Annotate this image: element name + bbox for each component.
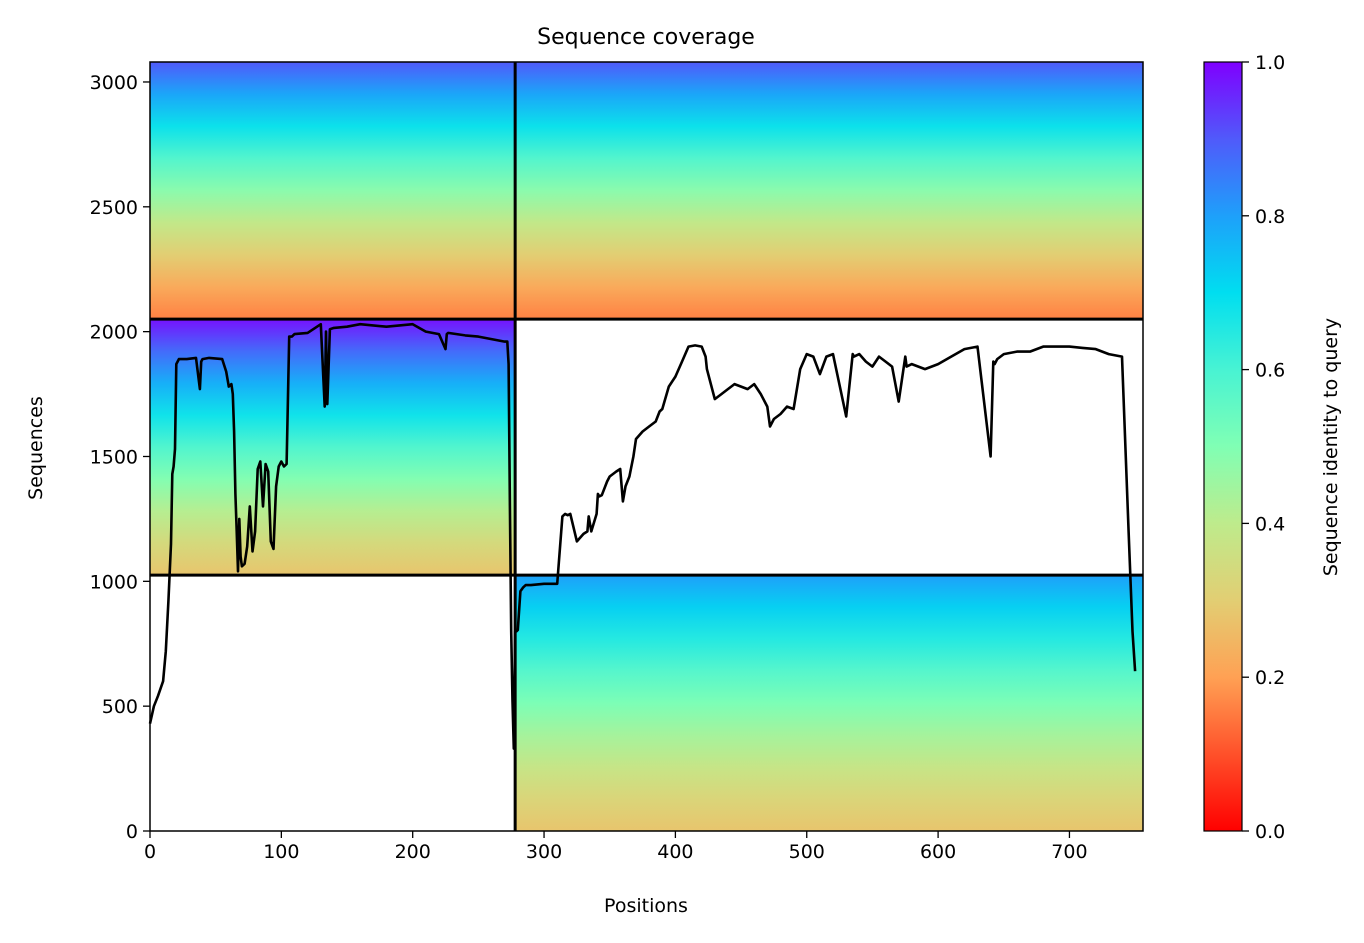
x-tick-label: 500	[789, 841, 825, 863]
colorbar-tick-label: 0.8	[1255, 206, 1285, 228]
y-tick-label: 500	[102, 696, 138, 718]
x-axis: 0 100 200 300 400 500 600 700	[144, 831, 1088, 863]
colorbar-tick-label: 0.2	[1255, 667, 1285, 689]
y-axis-label: Sequences	[25, 396, 47, 500]
y-tick-label: 1500	[90, 446, 138, 468]
coverage-line-group	[148, 322, 1137, 750]
x-tick-label: 0	[144, 841, 156, 863]
y-tick-label: 3000	[90, 72, 138, 94]
y-axis: 0 500 1000 1500 2000 2500 3000	[90, 72, 150, 843]
y-tick-label: 2000	[90, 322, 138, 344]
colorbar-tick-label: 0.4	[1255, 513, 1285, 535]
x-tick-label: 100	[263, 841, 299, 863]
colorbar-tick-label: 1.0	[1255, 52, 1285, 74]
x-tick-label: 400	[657, 841, 693, 863]
colorbar-ticks: 0.0 0.2 0.4 0.6 0.8 1.0	[1242, 52, 1285, 843]
block-chain1-rows-1025-2050	[150, 319, 516, 576]
y-tick-label: 1000	[90, 571, 138, 593]
colorbar-tick-label: 0.0	[1255, 821, 1285, 843]
colorbar: 0.0 0.2 0.4 0.6 0.8 1.0 Sequence identity to …	[1203, 52, 1342, 843]
x-axis-label: Positions	[604, 895, 688, 917]
block-chain2-rows-2050-3080	[515, 62, 1143, 320]
colorbar-gradient	[1203, 61, 1243, 832]
x-tick-label: 700	[1051, 841, 1087, 863]
y-tick-label: 0	[126, 821, 138, 843]
block-chain2-rows-0-1025	[515, 575, 1143, 831]
x-tick-label: 200	[395, 841, 431, 863]
colorbar-label: Sequence identity to query	[1320, 318, 1342, 576]
colorbar-tick-label: 0.6	[1255, 360, 1285, 382]
y-tick-label: 2500	[90, 197, 138, 219]
block-chain1-rows-2050-3080	[150, 62, 516, 320]
coverage-line	[148, 322, 1137, 750]
x-tick-label: 600	[920, 841, 956, 863]
chart-title: Sequence coverage	[537, 25, 755, 50]
x-tick-label: 300	[526, 841, 562, 863]
plot-frame	[149, 61, 1144, 832]
coverage-heatmap	[150, 62, 1143, 831]
